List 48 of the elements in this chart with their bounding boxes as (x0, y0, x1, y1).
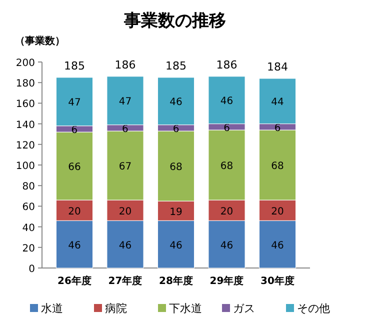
y-tick-label: 100 (16, 161, 35, 172)
data-label: 46 (220, 240, 234, 252)
legend-label: 下水道 (169, 302, 202, 315)
x-tick-label: 27年度 (108, 275, 142, 287)
y-tick-label: 20 (22, 243, 35, 254)
legend-label: その他 (297, 302, 330, 315)
y-axis-title: （事業数） (15, 35, 65, 47)
data-label: 47 (68, 98, 81, 109)
legend-label: 水道 (41, 302, 63, 315)
y-tick-label: 0 (28, 264, 35, 275)
x-tick-label: 30年度 (260, 275, 294, 287)
y-tick-label: 40 (22, 222, 35, 234)
data-label: 20 (118, 206, 132, 218)
data-label: 20 (68, 206, 81, 218)
data-label: 68 (271, 161, 284, 172)
data-label: 44 (271, 97, 284, 108)
y-tick-label: 200 (16, 58, 35, 69)
legend-label: 病院 (105, 302, 127, 315)
total-label: 186 (114, 58, 136, 72)
data-label: 47 (118, 96, 132, 108)
total-label: 186 (216, 58, 238, 72)
x-tick-label: 29年度 (210, 275, 244, 287)
data-label: 19 (170, 206, 182, 218)
data-label: 67 (118, 162, 132, 173)
data-label: 46 (68, 240, 81, 252)
data-label: 68 (170, 162, 182, 174)
data-label: 46 (220, 96, 234, 108)
total-label: 185 (64, 59, 85, 72)
y-tick-label: 140 (16, 120, 35, 131)
data-label: 46 (271, 240, 284, 252)
data-label: 46 (170, 240, 182, 252)
y-tick-label: 160 (16, 99, 35, 110)
data-label: 66 (68, 162, 81, 174)
y-tick-label: 120 (16, 140, 35, 152)
x-tick-label: 26年度 (58, 275, 92, 287)
legend-label: ガス (233, 302, 255, 315)
total-label: 184 (267, 60, 288, 74)
data-label: 46 (170, 97, 182, 108)
data-label: 20 (271, 206, 284, 218)
x-tick-label: 28年度 (159, 275, 193, 287)
data-label: 46 (118, 240, 132, 252)
y-tick-label: 80 (22, 182, 35, 193)
total-label: 185 (166, 59, 186, 72)
data-label: 68 (220, 161, 234, 172)
chart-title: 事業数の推移 (123, 11, 226, 31)
y-tick-label: 180 (16, 78, 35, 90)
y-tick-label: 60 (22, 202, 35, 214)
data-label: 20 (220, 206, 234, 218)
